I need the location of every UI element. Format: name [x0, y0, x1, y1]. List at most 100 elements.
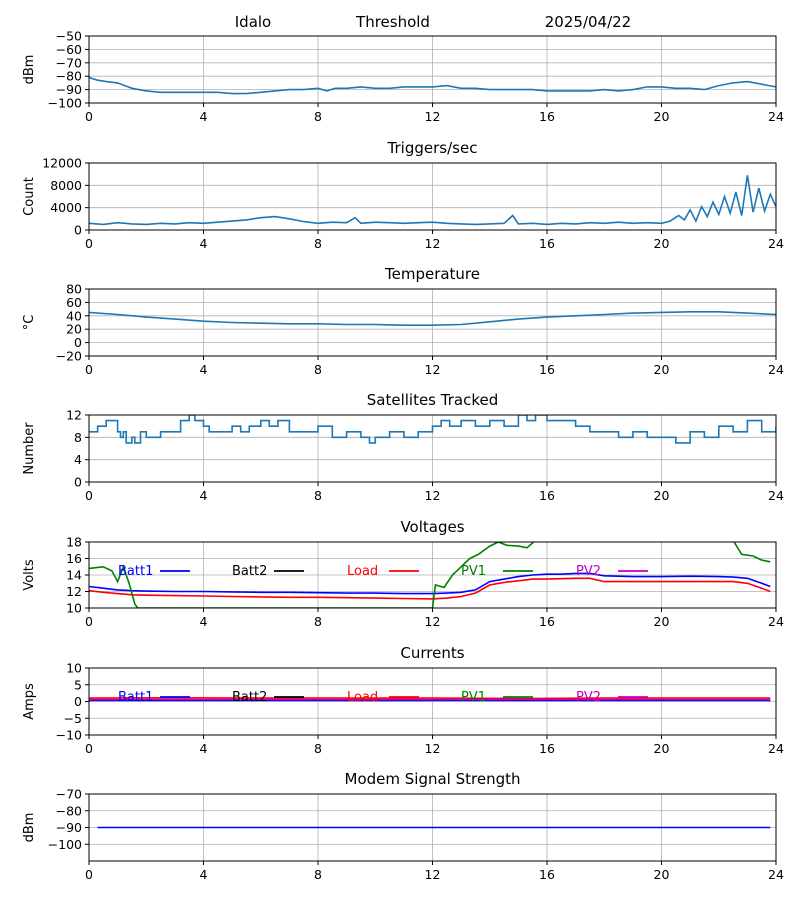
legend-label-load: Load [347, 564, 378, 579]
x-tick-label: 20 [654, 867, 670, 882]
y-tick-label: 5 [74, 677, 82, 692]
panel-title: Modem Signal Strength [345, 770, 521, 788]
x-tick-label: 16 [539, 614, 555, 629]
y-tick-label: −50 [56, 29, 82, 44]
plot-frame [88, 414, 777, 483]
x-tick-label: 24 [768, 614, 784, 629]
y-tick-label: 8 [74, 430, 82, 445]
x-tick-label: 20 [654, 741, 670, 756]
legend-label-batt1: Batt1 [118, 690, 153, 705]
y-tick-label: 18 [66, 535, 82, 550]
x-tick-label: 8 [314, 488, 322, 503]
x-tick-label: 24 [768, 109, 784, 124]
series-line-satellites [89, 415, 776, 444]
y-axis-label: Count [22, 177, 37, 216]
panel-title: Currents [400, 644, 464, 662]
x-tick-label: 16 [539, 362, 555, 377]
plot-frame [88, 162, 777, 231]
y-tick-label: 60 [66, 295, 82, 310]
y-tick-label: 12 [66, 584, 82, 599]
y-tick-label: 8000 [50, 178, 82, 193]
x-tick-label: 16 [539, 488, 555, 503]
legend-label-batt2: Batt2 [232, 690, 267, 705]
x-tick-label: 0 [85, 488, 93, 503]
x-tick-label: 12 [425, 614, 441, 629]
x-tick-label: 24 [768, 488, 784, 503]
y-tick-label: −60 [56, 42, 82, 57]
y-tick-label: −100 [48, 837, 82, 852]
x-tick-label: 20 [654, 614, 670, 629]
legend-label-pv1: PV1 [461, 690, 486, 705]
x-tick-label: 16 [539, 741, 555, 756]
x-tick-label: 8 [314, 362, 322, 377]
x-tick-label: 4 [200, 488, 208, 503]
plot-frame [88, 35, 777, 104]
legend-label-batt1: Batt1 [118, 564, 153, 579]
y-tick-label: 0 [74, 223, 82, 238]
y-tick-label: −10 [56, 728, 82, 743]
y-axis-label: °C [22, 315, 37, 331]
x-tick-label: 4 [200, 362, 208, 377]
y-tick-label: 10 [66, 661, 82, 676]
x-tick-label: 8 [314, 236, 322, 251]
legend-label-pv2: PV2 [576, 564, 601, 579]
y-axis-label: dBm [22, 813, 37, 843]
series-line-load [89, 577, 771, 600]
x-tick-label: 4 [200, 109, 208, 124]
x-tick-label: 12 [425, 109, 441, 124]
x-tick-label: 12 [425, 236, 441, 251]
y-tick-label: −70 [56, 55, 82, 70]
panel-modem: 0 4 8 12 16 20 24 −70−80 −90 −100 Modem Signal Str… [22, 770, 784, 882]
y-tick-label: 20 [66, 322, 82, 337]
y-tick-label: 0 [74, 335, 82, 350]
x-tick-label: 8 [314, 109, 322, 124]
x-tick-label: 4 [200, 867, 208, 882]
series-line-temperature [89, 311, 776, 326]
x-tick-label: 8 [314, 867, 322, 882]
panel-threshold: 0 4 8 12 16 20 24 −50−60−70−80−90−100 dBm [22, 29, 784, 125]
y-tick-label: −5 [64, 711, 82, 726]
y-tick-label: 0 [74, 694, 82, 709]
series-line-load [89, 696, 771, 700]
plot-frame [88, 667, 777, 736]
x-tick-label: 12 [425, 867, 441, 882]
series-line-batt1 [89, 572, 771, 595]
y-tick-label: −80 [56, 69, 82, 84]
x-tick-label: 0 [85, 741, 93, 756]
x-tick-label: 4 [200, 741, 208, 756]
series-line-triggers [89, 175, 776, 226]
y-tick-label: 10 [66, 601, 82, 616]
y-axis-label: Number [22, 422, 37, 475]
x-tick-label: 8 [314, 614, 322, 629]
x-tick-label: 24 [768, 741, 784, 756]
y-tick-label: −90 [56, 82, 82, 97]
x-tick-label: 12 [425, 741, 441, 756]
legend-label-load: Load [347, 690, 378, 705]
x-tick-label: 0 [85, 867, 93, 882]
x-tick-label: 20 [654, 362, 670, 377]
header-date: 2025/04/22 [545, 13, 631, 31]
x-tick-label: 16 [539, 867, 555, 882]
y-tick-label: 80 [66, 282, 82, 297]
x-tick-label: 16 [539, 109, 555, 124]
y-tick-label: 40 [66, 308, 82, 323]
y-tick-label: 12000 [42, 156, 82, 171]
x-tick-label: 16 [539, 236, 555, 251]
y-tick-label: 12 [66, 408, 82, 423]
x-tick-label: 12 [425, 362, 441, 377]
series-line-pv1 [89, 542, 771, 608]
y-tick-label: −90 [56, 820, 82, 835]
panel-title: Voltages [400, 518, 464, 536]
x-tick-label: 8 [314, 741, 322, 756]
legend-label-pv2: PV2 [576, 690, 601, 705]
panel-title: Temperature [384, 265, 480, 283]
y-tick-label: 4000 [50, 200, 82, 215]
legend-label-pv1: PV1 [461, 564, 486, 579]
x-tick-label: 4 [200, 236, 208, 251]
y-axis-label: Amps [22, 683, 37, 720]
x-tick-label: 24 [768, 236, 784, 251]
